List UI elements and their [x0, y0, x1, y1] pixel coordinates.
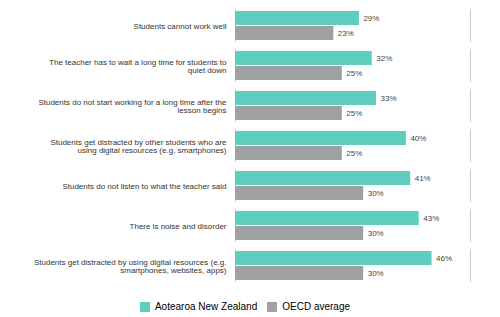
html-text:OECD average: OECD average — [282, 301, 350, 312]
svg-text:25%: 25% — [346, 149, 362, 158]
svg-text:40%: 40% — [410, 134, 426, 143]
svg-text:There is noise and disorder: There is noise and disorder — [130, 222, 227, 231]
svg-text:Students get distracted by usi: Students get distracted by using digital… — [34, 258, 227, 275]
svg-text:46%: 46% — [436, 254, 452, 263]
svg-text:41%: 41% — [415, 174, 431, 183]
svg-text:Students cannot work well: Students cannot work well — [134, 22, 227, 31]
html-text:Aotearoa New Zealand: Aotearoa New Zealand — [154, 301, 258, 312]
svg-text:Students do not listen to what: Students do not listen to what the teach… — [62, 182, 226, 191]
svg-text:Students get distracted by oth: Students get distracted by other student… — [50, 138, 227, 155]
svg-text:32%: 32% — [376, 54, 392, 63]
svg-text:29%: 29% — [363, 14, 379, 23]
svg-text:23%: 23% — [338, 29, 354, 38]
svg-text:33%: 33% — [381, 94, 397, 103]
svg-text:The teacher has to wait a long: The teacher has to wait a long time for … — [49, 58, 227, 75]
svg-text:30%: 30% — [368, 269, 384, 278]
svg-text:43%: 43% — [423, 214, 439, 223]
svg-text:30%: 30% — [368, 229, 384, 238]
svg-text:25%: 25% — [346, 109, 362, 118]
svg-text:Students do not start working: Students do not start working for a long… — [38, 98, 227, 115]
svg-text:30%: 30% — [368, 189, 384, 198]
svg-text:25%: 25% — [346, 69, 362, 78]
